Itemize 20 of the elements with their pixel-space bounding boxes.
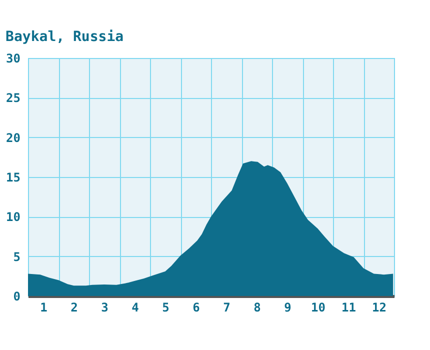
y-tick-label: 15 [6, 170, 20, 184]
x-tick-label: 11 [342, 300, 356, 314]
x-tick-label: 1 [40, 300, 48, 314]
x-tick-label: 8 [254, 300, 261, 314]
y-tick-label: 20 [6, 130, 20, 145]
x-tick-label: 6 [192, 300, 200, 314]
y-tick-label: 0 [13, 290, 20, 304]
y-tick-label: 30 [6, 52, 20, 66]
x-tick-label: 9 [284, 300, 292, 314]
x-tick-label: 7 [223, 300, 230, 314]
x-tick-label: 5 [162, 300, 170, 314]
x-tick-label: 3 [101, 300, 108, 314]
x-tick-label: 12 [372, 300, 386, 314]
y-tick-label: 5 [13, 250, 20, 264]
x-tick-label: 10 [311, 300, 326, 314]
y-tick-label: 25 [6, 91, 20, 106]
x-tick-label: 4 [132, 300, 139, 314]
chart-title: Baykal, Russia [6, 29, 124, 45]
x-tick-label: 2 [70, 300, 78, 314]
y-tick-label: 10 [6, 210, 20, 224]
